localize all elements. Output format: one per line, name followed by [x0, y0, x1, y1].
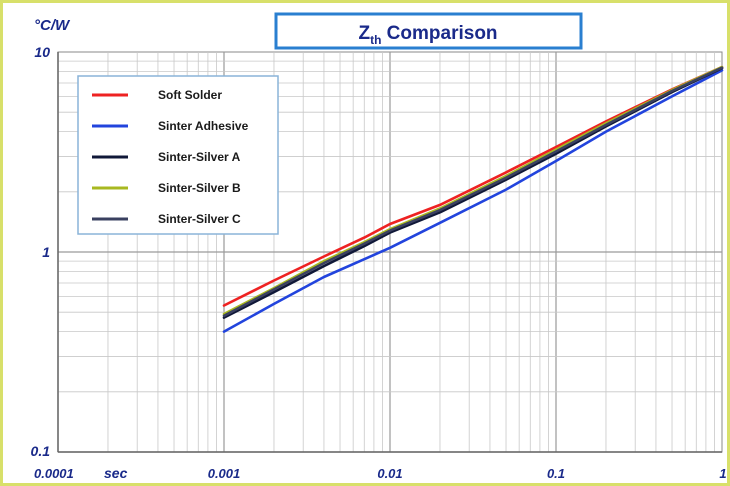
- legend-box: [77, 75, 279, 235]
- series-lines: [222, 65, 724, 333]
- title-text: Zth Comparison: [358, 23, 497, 47]
- series-line: [222, 65, 724, 307]
- legend-label: Sinter Adhesive: [158, 119, 249, 133]
- y-tick-label: 0.1: [31, 443, 51, 459]
- legend-label: Soft Solder: [158, 88, 222, 102]
- y-axis-label: °C/W: [34, 17, 71, 34]
- y-tick-label: 1: [42, 244, 50, 260]
- x-tick-label: 0.1: [547, 466, 565, 481]
- legend-label: Sinter-Silver C: [158, 212, 241, 226]
- x-tick-label: 1: [719, 466, 726, 481]
- x-tick-label: 0.01: [377, 466, 402, 481]
- title-box: [274, 12, 583, 50]
- x-axis-label: sec: [104, 465, 128, 481]
- chart-title: Zth Comparison: [274, 12, 583, 50]
- legend-label: Sinter-Silver B: [158, 181, 241, 195]
- series-line: [222, 66, 724, 318]
- tick-labels: 0.0001 0.001 0.01 0.1 1 0.1 1 10: [31, 44, 727, 481]
- legend: Soft Solder Sinter Adhesive Sinter-Silver …: [77, 75, 279, 235]
- x-tick-label: 0.001: [208, 466, 241, 481]
- legend-label: Sinter-Silver A: [158, 150, 241, 164]
- series-line: [222, 69, 724, 333]
- x-tick-label: 0.0001: [34, 466, 74, 481]
- y-tick-label: 10: [34, 44, 50, 60]
